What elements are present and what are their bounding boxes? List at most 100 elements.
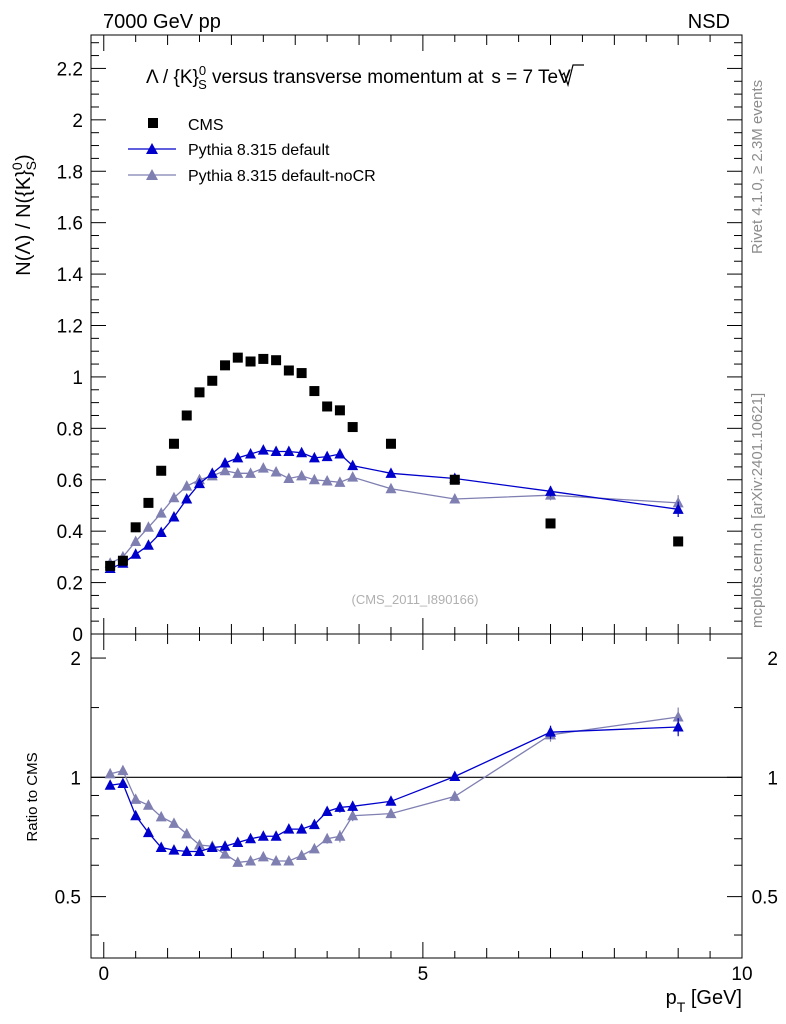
ratio-y-tick-label: 0.5	[55, 888, 81, 909]
title-post: = 7 TeV	[501, 67, 571, 88]
pythia_default-point	[155, 526, 167, 537]
pythia_nocr-point	[283, 854, 295, 866]
pythia_nocr-point	[449, 790, 461, 801]
ratio-y-tick-label-right: 1	[767, 768, 778, 789]
cms-point	[143, 497, 154, 508]
pythia_nocr-point	[181, 480, 193, 491]
pythia_nocr-point	[321, 475, 333, 486]
legend-marker-pythia-default	[146, 143, 158, 154]
main-y-tick-label: 2	[72, 111, 83, 132]
pythia_default-point	[545, 726, 557, 737]
main-data-layer	[104, 352, 684, 573]
pythia_nocr-point	[168, 817, 180, 828]
pythia_default-point	[181, 845, 193, 856]
cms-point	[220, 360, 231, 371]
pythia_default-point	[283, 445, 295, 456]
pythia_nocr-point	[334, 476, 346, 487]
pythia_default-point	[245, 448, 257, 459]
pythia_nocr-point	[117, 764, 129, 776]
pythia_default-point	[334, 801, 346, 812]
sqrt-symbol	[560, 64, 584, 88]
pythia_nocr-point	[449, 493, 461, 504]
cms-point	[347, 422, 358, 433]
legend-label-pythia-nocr: Pythia 8.315 default-noCR	[188, 168, 376, 185]
title-mid: versus transverse momentum at	[207, 67, 484, 88]
cms-point	[168, 438, 179, 449]
pythia_default-point	[347, 800, 359, 811]
pythia_nocr-point	[347, 809, 359, 821]
main-y-tick-label: 1	[72, 368, 83, 389]
pythia_nocr-point	[385, 482, 397, 494]
pythia_default-point	[257, 444, 269, 455]
pythia_nocr-point	[321, 832, 333, 844]
pythia_default-point	[206, 467, 218, 478]
cms-point	[271, 355, 282, 366]
pythia_default-point	[672, 503, 684, 514]
pythia_default-point	[296, 446, 308, 458]
cms-point	[232, 352, 243, 363]
pythia_nocr-point	[181, 827, 193, 839]
analysis-annotation: (CMS_2011_I890166)	[352, 592, 479, 607]
pythia_default-point	[219, 840, 231, 851]
pythia_default-point	[117, 777, 129, 788]
pythia_nocr-point	[194, 838, 205, 850]
pythia_nocr-point	[245, 467, 257, 478]
pythia_nocr-point	[308, 473, 320, 485]
cms-point	[258, 353, 269, 364]
pythia_nocr-point	[155, 507, 167, 518]
main-y-tick-label: 0.2	[57, 574, 83, 595]
pythia_default-point	[219, 457, 231, 468]
main-y-tick-label: 1.4	[57, 265, 84, 286]
pythia_nocr-point	[142, 799, 154, 810]
pythia_nocr-point	[257, 462, 269, 473]
cms-point	[545, 518, 556, 529]
ratio-y-tick-label-right: 2	[767, 649, 778, 670]
header-left-label: 7000 GeV pp	[103, 11, 221, 33]
x-tick-label: 10	[731, 964, 752, 985]
x-tick-label: 0	[98, 964, 109, 985]
cms-point	[449, 474, 460, 485]
pythia_nocr-point	[672, 710, 684, 722]
pythia_default-point	[130, 809, 142, 821]
pythia_default-point	[194, 477, 205, 489]
pythia_default-point	[308, 818, 320, 830]
pythia_default-point	[181, 493, 193, 504]
pythia_default-point	[257, 830, 269, 841]
ratio-y-tick-label-right: 0.5	[752, 888, 778, 909]
pythia_default-point	[130, 548, 142, 559]
pythia_nocr-point	[232, 467, 244, 478]
pythia_nocr-point	[142, 521, 154, 532]
pythia_default-point	[308, 451, 320, 463]
main-axis-ticks: 0 0.2 0.4 0.6 0.8 1 1.2 1.4 1.6 1.8 2 2.2	[57, 35, 743, 646]
ratio-y-axis-label: Ratio to CMS	[24, 752, 41, 841]
pythia_default-point	[245, 832, 257, 844]
pythia_nocr-point	[232, 856, 244, 867]
ratio-data-layer	[104, 707, 684, 867]
main-y-axis-label: N(Λ) / N({K}0S)	[9, 154, 39, 275]
pythia_nocr-point	[130, 535, 142, 546]
cms-point	[156, 465, 167, 476]
pythia_nocr-point	[296, 469, 308, 481]
pythia_default-point	[449, 770, 461, 781]
pythia_default-point	[385, 467, 397, 478]
pythia_nocr-point	[270, 466, 282, 477]
pythia_default-point	[194, 845, 205, 856]
legend-label-pythia-default: Pythia 8.315 default	[188, 142, 330, 159]
x-axis-label: pT [GeV]	[666, 987, 742, 1015]
pythia_default-point	[321, 805, 333, 816]
pythia_nocr-point	[155, 810, 167, 822]
main-y-tick-label: 1.6	[57, 214, 83, 235]
plot-title: Λ / {K}0 S versus transverse momentum at s…	[146, 63, 571, 92]
pythia_nocr-line	[109, 716, 679, 864]
pythia_nocr-point	[219, 464, 231, 476]
ratio-plot-frame	[90, 633, 743, 959]
cms-point	[194, 387, 205, 398]
pythia_default-line	[109, 449, 679, 570]
pythia_default-point	[232, 451, 244, 463]
pythia_nocr-point	[130, 793, 142, 804]
pythia_nocr-point	[296, 849, 308, 860]
pythia_default-point	[168, 511, 180, 522]
cms-point	[130, 522, 141, 533]
pythia_nocr-point	[347, 471, 359, 482]
